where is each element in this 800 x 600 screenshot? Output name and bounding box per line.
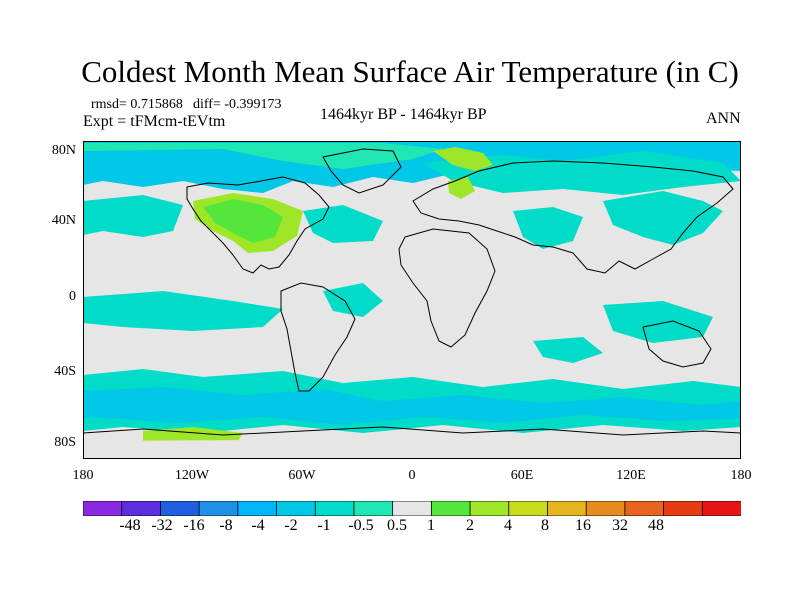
- lon-label-120w: 120W: [174, 468, 210, 483]
- colorbar-label: -0.5: [348, 517, 374, 534]
- colorbar-swatch: [83, 501, 123, 516]
- lat-label-80s: 80S: [54, 435, 76, 450]
- colorbar-swatch: [237, 501, 278, 516]
- colorbar-swatch: [392, 501, 433, 516]
- rmsd-value: rmsd= 0.715868: [91, 97, 183, 112]
- colorbar-label: 2: [466, 517, 474, 534]
- season-label: ANN: [706, 110, 741, 127]
- lon-label-60e: 60E: [510, 468, 534, 483]
- indian-ocean-cool: [533, 337, 603, 363]
- colorbar-swatch: [314, 501, 355, 516]
- colorbar-label: 4: [504, 517, 512, 534]
- pacific-tropical-cool: [83, 291, 283, 331]
- colorbar-swatch: [508, 501, 549, 516]
- colorbar-swatch: [160, 501, 201, 516]
- lon-label-180w: 180: [72, 468, 94, 483]
- arctic-field: [83, 141, 741, 193]
- colorbar-swatch: [121, 501, 162, 516]
- colorbar-label: -16: [183, 517, 205, 534]
- southern-ocean-core: [83, 387, 741, 425]
- colorbar-swatch: [276, 501, 317, 516]
- colorbar-label: -48: [119, 517, 141, 534]
- lat-label-80n: 80N: [51, 143, 76, 158]
- colorbar-label: 0.5: [387, 517, 407, 534]
- colorbar-label: -4: [251, 517, 265, 534]
- colorbar-label: 1: [427, 517, 435, 534]
- coast-africa: [398, 228, 496, 348]
- lat-label-40s: 40S: [54, 364, 76, 379]
- colorbar-swatch: [701, 501, 741, 516]
- colorbar-swatch: [430, 501, 471, 516]
- colorbar-swatch: [198, 501, 239, 516]
- lon-label-60w: 60W: [288, 468, 316, 483]
- plot-title: Coldest Month Mean Surface Air Temperatu…: [81, 54, 739, 89]
- colorbar-label: 16: [575, 517, 591, 534]
- anomaly-fields: [83, 141, 741, 459]
- colorbar-swatch: [663, 501, 704, 516]
- colorbar-swatch: [469, 501, 510, 516]
- lat-label-40n: 40N: [51, 213, 76, 228]
- coastlines: [83, 148, 741, 436]
- colorbar-label: -32: [151, 517, 173, 534]
- arctic-north-field: [83, 143, 443, 169]
- colorbar-label: 48: [648, 517, 664, 534]
- diff-value: diff= -0.399173: [193, 97, 282, 112]
- lon-label-120e: 120E: [616, 468, 646, 483]
- coast-antarctica: [83, 426, 741, 436]
- antarctic-plateau: [83, 437, 741, 459]
- experiment-label: Expt = tFMcm-tEVtm: [83, 113, 226, 130]
- temperature-map: [83, 141, 741, 459]
- colorbar-swatch: [547, 501, 588, 516]
- colorbar-label: 8: [541, 517, 549, 534]
- colorbar-label: -2: [284, 517, 298, 534]
- scandinavia-warm: [433, 147, 493, 171]
- colorbar: [83, 501, 741, 516]
- lat-label-0: 0: [69, 289, 76, 304]
- period-label: 1464kyr BP - 1464kyr BP: [320, 106, 487, 123]
- coast-south-america: [280, 282, 356, 392]
- lon-label-180e: 180: [730, 468, 752, 483]
- colorbar-swatch: [585, 501, 626, 516]
- colorbar-label: 32: [612, 517, 628, 534]
- colorbar-label: -8: [219, 517, 233, 534]
- coast-australia: [642, 320, 712, 368]
- namerica-warm-core: [203, 199, 283, 243]
- colorbar-swatch: [353, 501, 394, 516]
- europe-warm: [448, 177, 475, 199]
- central-asia-cool: [513, 207, 583, 249]
- colorbar-swatch: [624, 501, 665, 516]
- samerica-cool: [323, 283, 383, 317]
- east-asia-cool: [603, 191, 723, 245]
- lon-label-0: 0: [408, 468, 416, 483]
- maritime-cont-cool: [603, 301, 713, 343]
- coast-greenland: [322, 148, 402, 194]
- natlantic-cool: [303, 205, 383, 243]
- colorbar-label: -1: [317, 517, 331, 534]
- npacific-cool: [83, 195, 183, 237]
- coast-north-america: [186, 176, 330, 274]
- map-frame: [83, 141, 741, 459]
- eurasia-north-field: [423, 151, 741, 195]
- coast-eurasia: [412, 160, 734, 274]
